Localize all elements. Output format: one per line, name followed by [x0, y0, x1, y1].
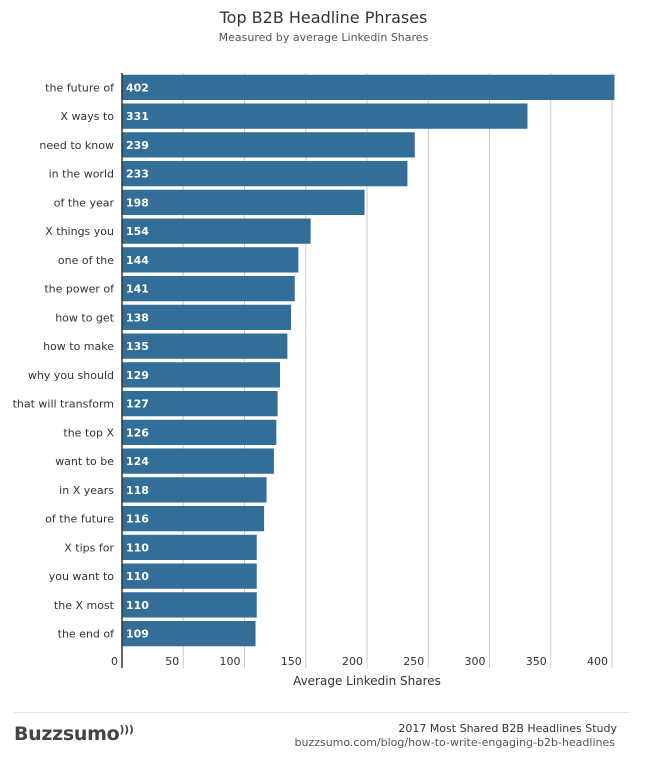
bar	[122, 448, 274, 474]
x-tick-label: 250	[403, 655, 424, 668]
y-tick-label: the top X	[63, 426, 114, 439]
data-label: 110	[126, 570, 149, 583]
bar	[122, 189, 365, 216]
x-tick-label: 150	[281, 655, 302, 668]
y-tick-label: of the year	[54, 196, 115, 209]
x-tick-label: 50	[165, 655, 179, 668]
y-tick-label: one of the	[58, 254, 114, 267]
x-tick-label: 0	[111, 655, 118, 668]
data-label: 116	[126, 513, 149, 526]
data-label: 118	[126, 484, 149, 497]
data-label: 126	[126, 426, 149, 439]
y-tick-label: how to make	[43, 340, 114, 353]
x-axis-title: Average Linkedin Shares	[293, 674, 441, 688]
data-label: 135	[126, 340, 149, 353]
bar	[122, 74, 615, 101]
y-tick-label: how to get	[55, 311, 114, 324]
data-label: 402	[126, 81, 149, 94]
footer-divider	[14, 712, 629, 713]
signal-icon: )))	[119, 723, 134, 736]
y-tick-label: X tips for	[64, 541, 114, 554]
bar	[122, 620, 256, 647]
data-label: 124	[126, 455, 149, 468]
bar	[122, 304, 292, 331]
y-tick-label: X ways to	[60, 110, 114, 123]
x-tick-label: 100	[220, 655, 241, 668]
y-tick-label: that will transform	[13, 398, 114, 411]
y-tick-label: the X most	[54, 599, 115, 612]
bar	[122, 160, 408, 187]
data-label: 110	[126, 541, 149, 554]
y-tick-label: in the world	[49, 168, 114, 181]
x-tick-label: 200	[342, 655, 363, 668]
bar	[122, 477, 267, 503]
y-tick-label: the end of	[58, 628, 115, 641]
data-label: 198	[126, 196, 149, 209]
y-tick-label: of the future	[45, 513, 114, 526]
bar	[122, 362, 281, 388]
y-tick-label: the power of	[44, 283, 115, 296]
chart-title: Top B2B Headline Phrases	[219, 8, 428, 27]
data-label: 141	[126, 283, 149, 296]
y-tick-label: need to know	[39, 139, 114, 152]
y-tick-label: in X years	[59, 484, 114, 497]
bar	[122, 218, 311, 244]
study-url: buzzsumo.com/blog/how-to-write-engaging-…	[294, 736, 615, 749]
data-label: 129	[126, 369, 149, 382]
data-label: 233	[126, 168, 149, 181]
bar	[122, 592, 257, 618]
data-label: 109	[126, 628, 149, 641]
data-label: 138	[126, 311, 149, 324]
study-title: 2017 Most Shared B2B Headlines Study	[398, 722, 617, 735]
bar	[122, 333, 288, 359]
data-label: 127	[126, 398, 149, 411]
bar	[122, 247, 299, 273]
data-label: 239	[126, 139, 149, 152]
buzzsumo-logo: Buzzsumo)))	[14, 723, 134, 745]
x-tick-label: 400	[587, 655, 608, 668]
y-tick-label: X things you	[45, 225, 114, 238]
bar	[122, 419, 277, 446]
y-tick-label: you want to	[49, 570, 115, 583]
bar	[122, 505, 265, 532]
data-label: 154	[126, 225, 149, 238]
x-tick-label: 350	[526, 655, 547, 668]
y-tick-label: want to be	[55, 455, 114, 468]
data-label: 110	[126, 599, 149, 612]
bar-chart: 0 50 100 150 200 250 300 350 400 402 the future of…	[13, 73, 615, 688]
bar	[122, 103, 528, 129]
data-label: 144	[126, 254, 149, 267]
bar	[122, 132, 415, 158]
data-label: 331	[126, 110, 149, 123]
chart-subtitle: Measured by average Linkedin Shares	[218, 31, 429, 44]
bar	[122, 563, 257, 589]
y-tick-label: why you should	[28, 369, 114, 382]
bar	[122, 275, 295, 302]
bar	[122, 534, 257, 561]
y-tick-label: the future of	[45, 81, 115, 94]
bar	[122, 390, 278, 417]
x-tick-label: 300	[465, 655, 486, 668]
